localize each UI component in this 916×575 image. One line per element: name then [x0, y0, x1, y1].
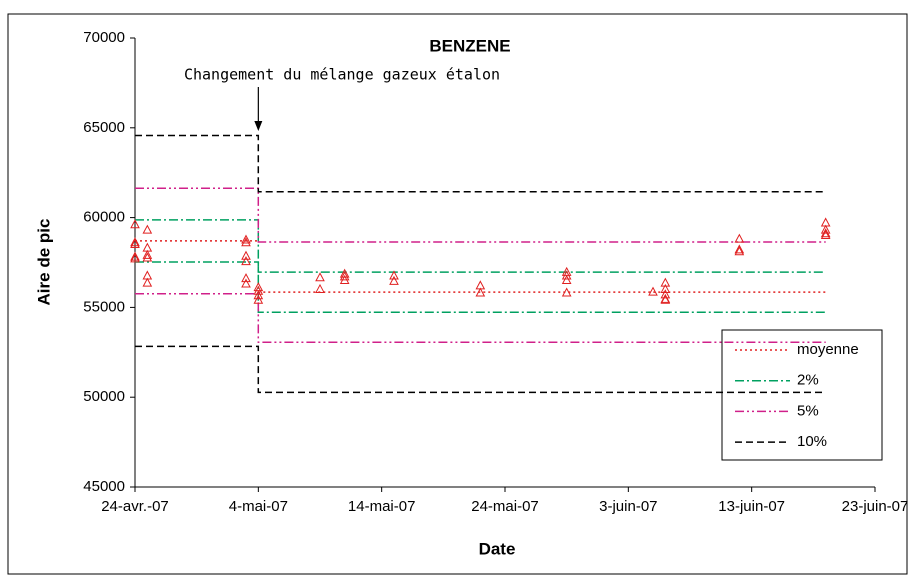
data-point: [820, 224, 831, 234]
y-tick-label: 65000: [83, 119, 125, 136]
data-point: [241, 234, 251, 244]
x-tick-label: 14-mai-07: [348, 498, 416, 515]
data-point: [130, 251, 140, 261]
data-point: [660, 289, 671, 299]
data-point: [660, 277, 671, 287]
reference-line: [135, 219, 826, 273]
data-point: [561, 270, 572, 280]
data-point: [241, 237, 251, 247]
data-point: [241, 250, 251, 260]
reference-line: [135, 187, 826, 243]
legend: [721, 329, 883, 461]
data-point: [130, 253, 140, 263]
data-point: [734, 233, 745, 243]
data-point: [820, 229, 831, 240]
x-tick-label: 24-avr.-07: [101, 498, 169, 515]
legend-label: 5%: [797, 402, 819, 419]
data-point: [339, 268, 350, 278]
y-axis-title: Aire de pic: [34, 219, 53, 306]
data-point: [253, 285, 264, 295]
data-point: [734, 244, 745, 254]
data-point: [130, 238, 140, 249]
legend-label: moyenne: [797, 341, 859, 358]
y-tick-label: 45000: [83, 478, 125, 495]
data-point: [130, 237, 140, 247]
data-point: [561, 287, 572, 297]
data-point: [339, 271, 350, 281]
data-point: [241, 273, 251, 283]
y-tick-label: 60000: [83, 209, 125, 226]
y-tick-label: 50000: [83, 388, 125, 405]
data-point: [475, 287, 486, 297]
y-tick-label: 55000: [83, 298, 125, 315]
annotation-arrowhead: [254, 121, 263, 131]
data-point: [561, 274, 572, 284]
data-point: [315, 272, 325, 282]
legend-label: 2%: [797, 372, 819, 389]
data-point: [130, 219, 140, 229]
data-point: [820, 228, 831, 238]
reference-line: [135, 292, 826, 344]
x-tick-label: 13-juin-07: [718, 498, 785, 515]
data-point: [389, 275, 399, 285]
data-point: [253, 294, 264, 304]
annotation: Changement du mélange gazeux étalon: [184, 66, 500, 84]
data-point: [339, 274, 350, 284]
data-point: [241, 256, 251, 266]
data-point: [142, 249, 153, 259]
data-point: [648, 286, 658, 296]
y-tick-label: 70000: [83, 29, 125, 46]
x-tick-label: 24-mai-07: [471, 498, 539, 515]
data-point: [660, 294, 671, 304]
legend-label: 10%: [797, 433, 827, 450]
x-tick-label: 23-juin-07: [842, 498, 909, 515]
data-point: [253, 290, 264, 300]
x-tick-label: 3-juin-07: [599, 498, 657, 515]
data-point: [389, 270, 399, 280]
x-tick-label: 4-mai-07: [229, 498, 288, 515]
data-point: [660, 283, 671, 293]
reference-line: [135, 345, 826, 394]
data-point: [142, 277, 153, 287]
data-point: [315, 283, 325, 293]
data-point: [142, 252, 153, 262]
data-point: [241, 278, 251, 288]
data-point: [142, 224, 153, 234]
reference-line: [135, 240, 826, 293]
x-axis-title: Date: [479, 539, 516, 558]
chart-title: BENZENE: [429, 36, 510, 55]
data-point: [734, 246, 745, 256]
reference-line: [135, 134, 826, 193]
